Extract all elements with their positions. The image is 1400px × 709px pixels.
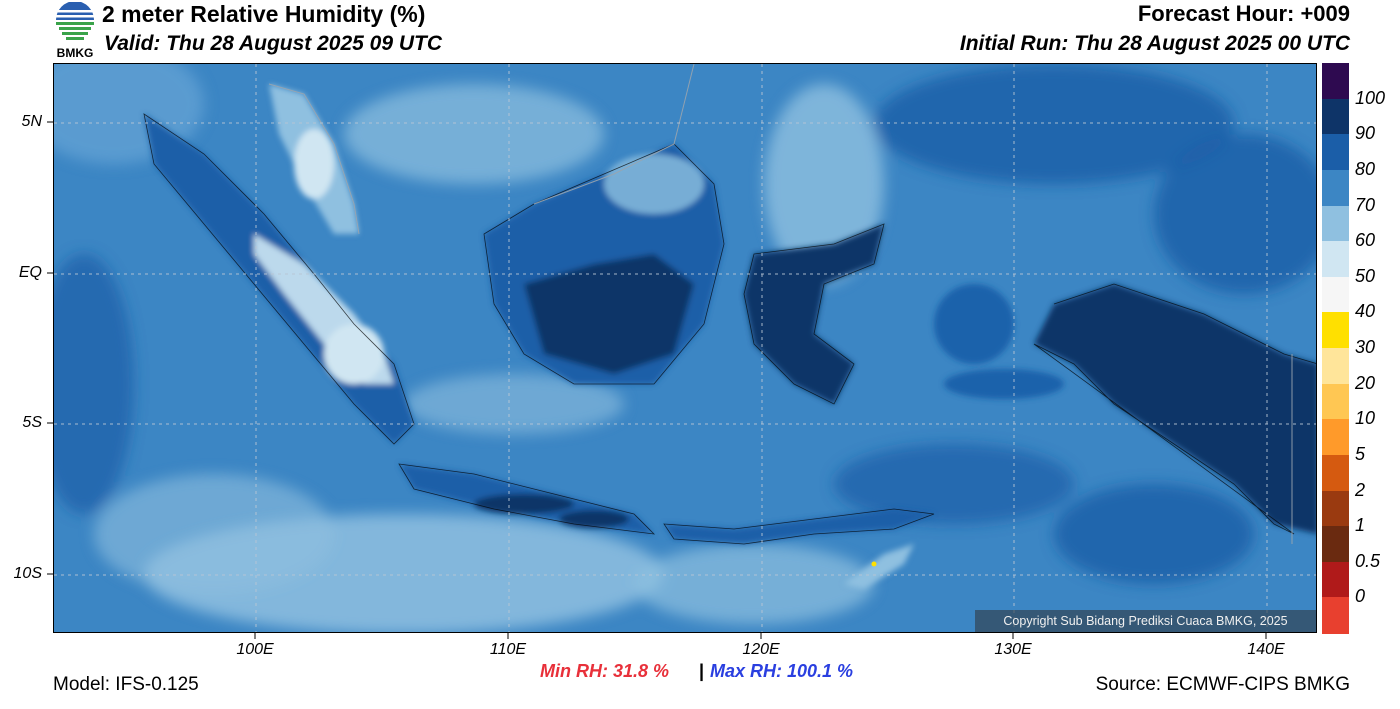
lon-label-110e: 110E	[489, 641, 527, 658]
colorbar-segment	[1322, 383, 1349, 420]
colorbar-tick-label: 0	[1355, 586, 1366, 607]
lon-label-120e: 120E	[742, 641, 780, 658]
colorbar-segment	[1322, 419, 1349, 456]
colorbar-segment	[1322, 561, 1349, 598]
logo-text: BMKG	[56, 46, 94, 60]
humidity-map	[53, 63, 1317, 633]
colorbar-segment	[1322, 205, 1349, 242]
colorbar-segment	[1322, 134, 1349, 171]
colorbar-segment	[1322, 276, 1349, 313]
colorbar-segment	[1322, 98, 1349, 135]
forecast-hour: Forecast Hour: +009	[1137, 1, 1350, 26]
colorbar-segment	[1322, 169, 1349, 206]
lat-label-eq: EQ	[18, 264, 42, 281]
max-rh: Max RH: 100.1 %	[710, 661, 854, 681]
initial-run: Initial Run: Thu 28 August 2025 00 UTC	[959, 32, 1350, 55]
colorbar-segment	[1322, 348, 1349, 385]
lon-label-100e: 100E	[236, 641, 274, 658]
colorbar-segment	[1322, 454, 1349, 491]
copyright-banner: Copyright Sub Bidang Prediksi Cuaca BMKG…	[975, 610, 1316, 632]
map-canvas	[54, 64, 1316, 632]
colorbar-tick-label: 60	[1355, 230, 1376, 251]
colorbar-tick-label: 40	[1355, 301, 1376, 322]
colorbar-tick-label: 80	[1355, 158, 1376, 179]
source-label: Source: ECMWF-CIPS BMKG	[1095, 674, 1350, 695]
model-label: Model: IFS-0.125	[53, 674, 199, 695]
colorbar	[1322, 63, 1349, 634]
colorbar-tick-label: 100	[1355, 87, 1386, 108]
lon-label-130e: 130E	[994, 641, 1032, 658]
colorbar-segment	[1322, 63, 1349, 100]
bmkg-logo	[52, 1, 98, 60]
colorbar-segment	[1322, 597, 1349, 634]
lat-label-10s: 10S	[13, 565, 42, 582]
colorbar-tick-label: 1	[1355, 515, 1366, 536]
colorbar-segment	[1322, 312, 1349, 349]
colorbar-tick-label: 0.5	[1355, 550, 1381, 571]
min-rh: Min RH: 31.8 %	[540, 661, 670, 681]
colorbar-tick-label: 50	[1355, 265, 1376, 286]
stats-separator: |	[699, 661, 705, 681]
chart-title: 2 meter Relative Humidity (%)	[102, 1, 426, 27]
colorbar-segment	[1322, 526, 1349, 563]
colorbar-tick-label: 2	[1355, 479, 1366, 500]
colorbar-tick-label: 10	[1355, 408, 1376, 429]
lat-label-5n: 5N	[21, 113, 42, 130]
colorbar-tick-label: 20	[1355, 372, 1376, 393]
colorbar-tick-label: 30	[1355, 337, 1376, 357]
colorbar-tick-label: 90	[1355, 123, 1376, 144]
colorbar-tick-label: 5	[1355, 443, 1366, 464]
colorbar-segment	[1322, 241, 1349, 278]
lat-label-5s: 5S	[22, 414, 42, 431]
colorbar-tick-label: 70	[1355, 194, 1376, 215]
colorbar-segment	[1322, 490, 1349, 527]
lon-label-140e: 140E	[1247, 641, 1285, 658]
valid-time: Valid: Thu 28 August 2025 09 UTC	[104, 32, 443, 55]
